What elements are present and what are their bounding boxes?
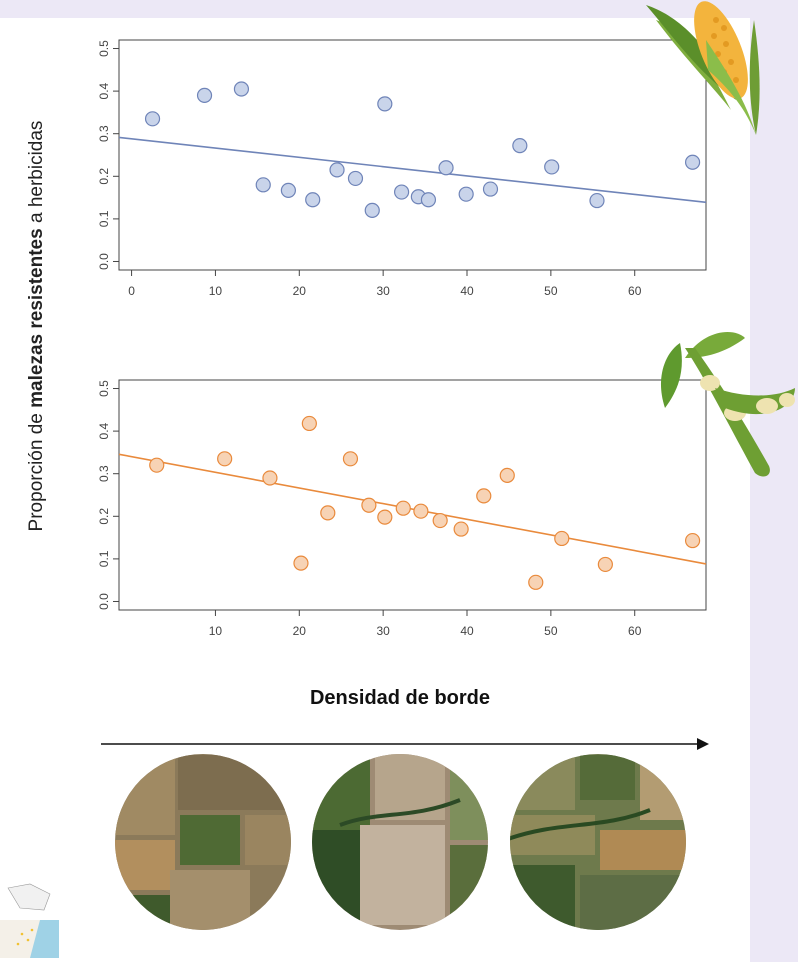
corn-data-point (589, 192, 605, 209)
soy-data-point (597, 556, 613, 573)
corn-data-point (544, 159, 560, 175)
soy-data-point (432, 512, 448, 529)
corn-data-point (420, 192, 437, 208)
corn-data-point (347, 170, 364, 187)
corn-x-tick-label: 50 (544, 284, 558, 298)
x-axis-title: Densidad de borde (309, 687, 491, 709)
soy-trend-line (118, 453, 707, 565)
soybean-icon (660, 332, 795, 477)
corn-y-tick-label: 0.4 (97, 82, 111, 99)
field-photo-medium-edge (312, 754, 488, 930)
soy-data-point (320, 505, 336, 521)
soy-data-point (377, 509, 393, 525)
soy-x-tick-label: 30 (376, 624, 390, 638)
soy-data-point (453, 521, 469, 537)
soy-data-point (361, 497, 377, 513)
soy-y-tick-label: 0.0 (97, 593, 111, 610)
corn-data-point (512, 138, 528, 154)
corn-data-point (438, 160, 454, 176)
corn-x-tick-label: 10 (209, 284, 223, 298)
soy-x-tick-label: 40 (460, 624, 474, 638)
soy-data-point (217, 451, 233, 467)
soy-data-point (301, 415, 317, 432)
field-photo-high-edge (510, 754, 686, 930)
soy-y-tick-label: 0.1 (97, 550, 111, 567)
corn-y-tick-label: 0.5 (97, 40, 111, 57)
soy-data-point (149, 457, 165, 473)
corn-x-tick-label: 60 (628, 284, 642, 298)
corn-data-point (305, 192, 321, 208)
corn-data-point (255, 177, 271, 193)
soy-data-point (293, 555, 309, 571)
arrow-head-icon (697, 738, 709, 750)
soy-data-point (342, 451, 359, 467)
corn-y-tick-label: 0.3 (97, 125, 111, 142)
corn-x-tick-label: 0 (128, 284, 135, 298)
corn-scatter-plot: 0.0 0.1 0.2 0.3 0.4 0.5 0 10 20 30 40 50 60 (97, 39, 707, 298)
soy-scatter-plot: 0.0 0.1 0.2 0.3 0.4 0.5 10 20 30 40 50 60 (97, 379, 707, 638)
soy-data-point (528, 574, 544, 590)
soy-y-tick-label: 0.3 (97, 465, 111, 482)
soy-data-point (395, 500, 411, 516)
corn-data-point (329, 162, 345, 178)
soy-x-tick-label: 50 (544, 624, 558, 638)
soy-y-tick-label: 0.4 (97, 422, 111, 439)
soy-data-point (413, 503, 429, 519)
corn-data-point (280, 182, 296, 198)
corn-data-point (377, 96, 393, 112)
map-icon (0, 880, 59, 958)
corn-data-point (196, 87, 213, 103)
corn-y-tick-label: 0.0 (97, 253, 111, 270)
corn-data-point (684, 154, 701, 170)
soy-y-tick-label: 0.2 (97, 508, 111, 525)
soy-x-tick-label: 60 (628, 624, 642, 638)
soy-y-tick-label: 0.5 (97, 380, 111, 397)
corn-y-tick-label: 0.2 (97, 168, 111, 185)
corn-data-point (233, 81, 250, 97)
soy-plot-frame (118, 379, 707, 611)
soy-data-point (554, 530, 570, 547)
corn-y-tick-label: 0.1 (97, 210, 111, 227)
corn-data-point (144, 111, 161, 127)
region-map-thumbnail (0, 880, 59, 958)
right-band (750, 0, 798, 962)
soy-data-point (684, 532, 701, 549)
corn-plot-frame (118, 39, 707, 271)
top-band (0, 0, 798, 18)
soy-x-tick-label: 10 (209, 624, 223, 638)
soy-x-tick-label: 20 (293, 624, 307, 638)
corn-data-point (482, 181, 499, 197)
soy-data-point (262, 470, 278, 486)
corn-x-tick-label: 30 (376, 284, 390, 298)
corn-data-point (458, 186, 474, 202)
corn-x-tick-label: 40 (460, 284, 474, 298)
corn-icon (646, 1, 760, 135)
soy-data-point (476, 488, 492, 504)
soy-data-point (499, 467, 515, 484)
field-photo-low-edge (115, 754, 291, 930)
corn-data-point (364, 202, 380, 218)
corn-data-point (393, 184, 410, 200)
corn-trend-line (118, 136, 707, 204)
corn-x-tick-label: 20 (293, 284, 307, 298)
